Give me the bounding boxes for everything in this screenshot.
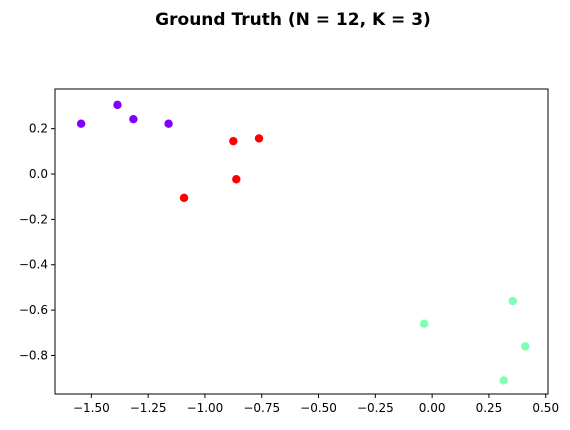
data-point-cluster-3 xyxy=(499,376,508,385)
data-point-cluster-2 xyxy=(229,136,238,146)
data-point-cluster-2 xyxy=(254,134,264,143)
y-tick-label: 0.0 xyxy=(29,167,48,181)
data-point-cluster-2 xyxy=(232,175,241,184)
data-point-cluster-1 xyxy=(129,114,138,124)
data-point-cluster-3 xyxy=(419,319,429,328)
y-tick-label: −0.6 xyxy=(19,303,48,317)
x-tick-label: −0.75 xyxy=(243,401,280,415)
x-tick-label: −0.50 xyxy=(300,401,337,415)
data-point-cluster-3 xyxy=(508,296,517,306)
y-tick-label: 0.2 xyxy=(29,122,48,136)
data-point-cluster-1 xyxy=(76,119,86,128)
data-point-cluster-1 xyxy=(164,119,173,128)
x-tick-label: −1.50 xyxy=(73,401,110,415)
y-tick-label: −0.4 xyxy=(19,258,48,272)
x-tick-label: −0.25 xyxy=(357,401,394,415)
data-point-cluster-3 xyxy=(521,342,530,351)
x-axis: −1.50 −1.25 −1.00 −0.75 −0.50 −0.25 0.00 0.25 0.… xyxy=(73,394,559,415)
data-point-cluster-2 xyxy=(179,193,189,203)
x-tick-label: 0.00 xyxy=(419,401,446,415)
chart-title: Ground Truth (N = 12, K = 3) xyxy=(155,10,431,30)
x-tick-label: 0.25 xyxy=(476,401,503,415)
x-tick-label: −1.00 xyxy=(187,401,224,415)
data-points xyxy=(76,100,530,385)
y-axis: 0.2 0.0 −0.2 −0.4 −0.6 −0.8 xyxy=(19,122,55,362)
x-tick-label: −1.25 xyxy=(130,401,167,415)
y-tick-label: −0.2 xyxy=(19,212,48,226)
x-tick-label: 0.50 xyxy=(532,401,559,415)
data-point-cluster-1 xyxy=(113,100,122,110)
plot-area xyxy=(54,88,549,395)
y-tick-label: −0.8 xyxy=(19,348,48,362)
